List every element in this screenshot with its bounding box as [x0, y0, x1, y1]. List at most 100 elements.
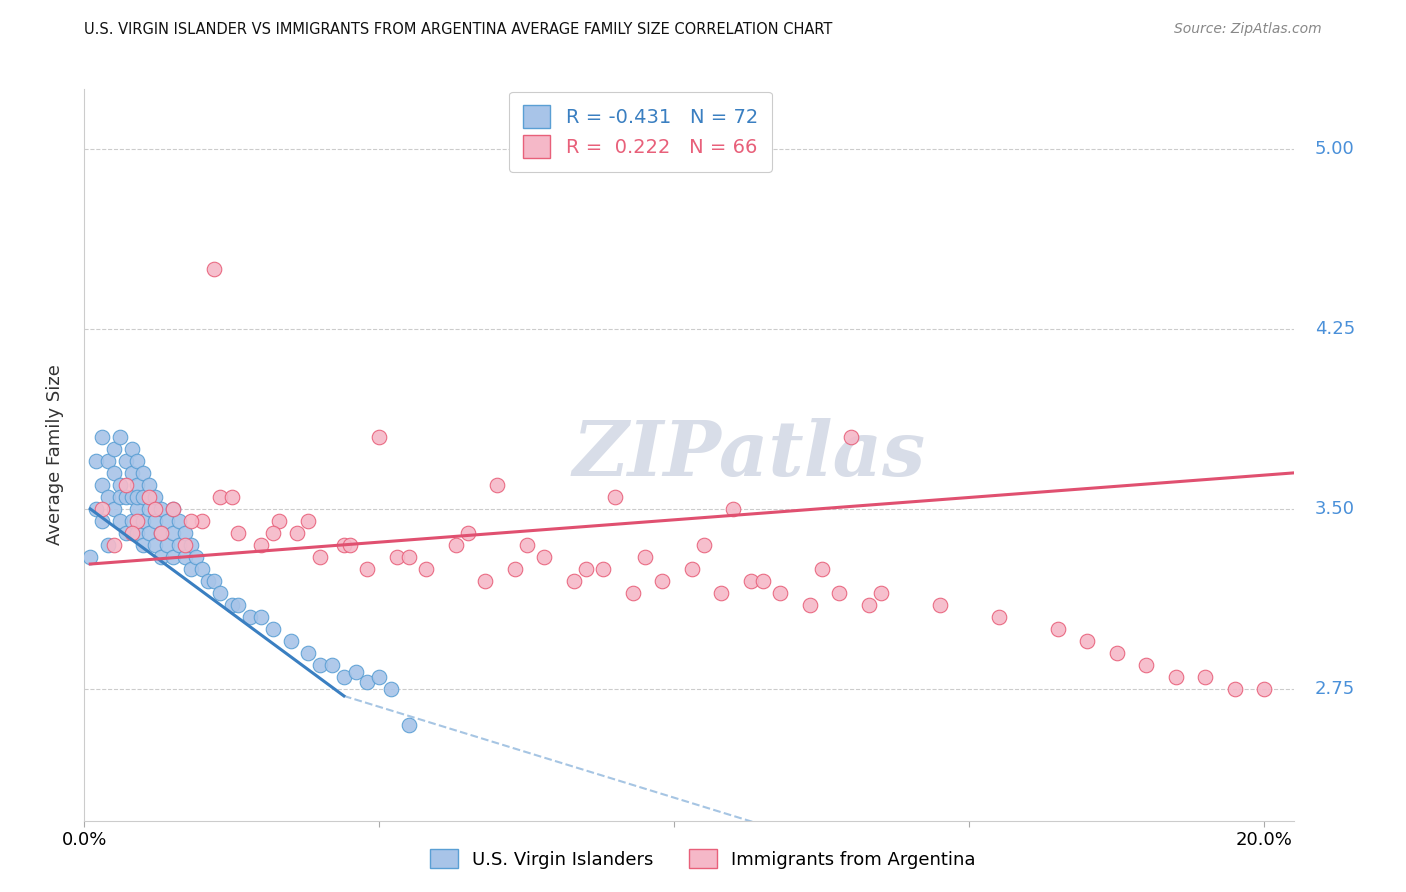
Point	[167, 538, 190, 552]
Point	[127, 501, 149, 516]
Point	[127, 525, 149, 540]
Point	[486, 478, 509, 492]
Point	[1135, 657, 1157, 672]
Point	[108, 478, 131, 492]
Point	[103, 466, 125, 480]
Point	[103, 442, 125, 456]
Point	[108, 490, 131, 504]
Point	[150, 525, 173, 540]
Point	[503, 562, 526, 576]
Point	[592, 562, 614, 576]
Point	[634, 549, 657, 564]
Point	[1105, 646, 1128, 660]
Point	[91, 430, 114, 444]
Point	[162, 549, 184, 564]
Text: ZIPatlas: ZIPatlas	[572, 418, 927, 491]
Point	[356, 674, 378, 689]
Point	[121, 466, 143, 480]
Point	[167, 514, 190, 528]
Point	[221, 598, 243, 612]
Point	[162, 525, 184, 540]
Point	[828, 586, 851, 600]
Point	[339, 538, 361, 552]
Point	[173, 538, 195, 552]
Point	[385, 549, 408, 564]
Point	[769, 586, 792, 600]
Point	[869, 586, 891, 600]
Point	[156, 514, 179, 528]
Text: Source: ZipAtlas.com: Source: ZipAtlas.com	[1174, 22, 1322, 37]
Point	[150, 549, 173, 564]
Point	[309, 657, 332, 672]
Point	[91, 514, 114, 528]
Point	[681, 562, 703, 576]
Point	[202, 574, 225, 588]
Point	[333, 538, 356, 552]
Point	[444, 538, 467, 552]
Point	[721, 501, 744, 516]
Point	[928, 598, 950, 612]
Point	[474, 574, 496, 588]
Point	[267, 514, 290, 528]
Point	[987, 609, 1010, 624]
Point	[132, 514, 155, 528]
Point	[398, 717, 420, 731]
Point	[799, 598, 821, 612]
Point	[186, 549, 208, 564]
Point	[226, 598, 249, 612]
Point	[114, 490, 136, 504]
Point	[114, 454, 136, 468]
Point	[132, 490, 155, 504]
Point	[309, 549, 332, 564]
Legend: R = -0.431   N = 72, R =  0.222   N = 66: R = -0.431 N = 72, R = 0.222 N = 66	[509, 92, 772, 171]
Point	[97, 538, 120, 552]
Point	[202, 262, 225, 277]
Point	[368, 430, 391, 444]
Point	[162, 501, 184, 516]
Point	[180, 562, 202, 576]
Point	[1253, 681, 1275, 696]
Point	[226, 525, 249, 540]
Point	[208, 490, 231, 504]
Point	[103, 538, 125, 552]
Point	[84, 501, 107, 516]
Point	[180, 514, 202, 528]
Text: 2.75: 2.75	[1315, 680, 1355, 698]
Point	[108, 514, 131, 528]
Point	[114, 525, 136, 540]
Text: 5.00: 5.00	[1315, 140, 1354, 158]
Point	[197, 574, 219, 588]
Point	[415, 562, 437, 576]
Point	[250, 609, 273, 624]
Point	[97, 454, 120, 468]
Point	[285, 525, 308, 540]
Point	[1164, 670, 1187, 684]
Point	[1194, 670, 1216, 684]
Point	[457, 525, 479, 540]
Point	[91, 501, 114, 516]
Point	[127, 478, 149, 492]
Point	[191, 514, 214, 528]
Point	[132, 538, 155, 552]
Point	[1076, 633, 1098, 648]
Point	[114, 478, 136, 492]
Point	[321, 657, 343, 672]
Point	[262, 525, 284, 540]
Point	[262, 622, 284, 636]
Point	[173, 525, 195, 540]
Point	[1223, 681, 1246, 696]
Point	[692, 538, 714, 552]
Point	[280, 633, 302, 648]
Text: 3.50: 3.50	[1315, 500, 1354, 518]
Point	[138, 478, 160, 492]
Point	[121, 514, 143, 528]
Point	[221, 490, 243, 504]
Point	[143, 490, 166, 504]
Point	[516, 538, 538, 552]
Point	[143, 538, 166, 552]
Point	[191, 562, 214, 576]
Point	[121, 525, 143, 540]
Text: U.S. VIRGIN ISLANDER VS IMMIGRANTS FROM ARGENTINA AVERAGE FAMILY SIZE CORRELATIO: U.S. VIRGIN ISLANDER VS IMMIGRANTS FROM …	[84, 22, 832, 37]
Point	[605, 490, 627, 504]
Point	[839, 430, 862, 444]
